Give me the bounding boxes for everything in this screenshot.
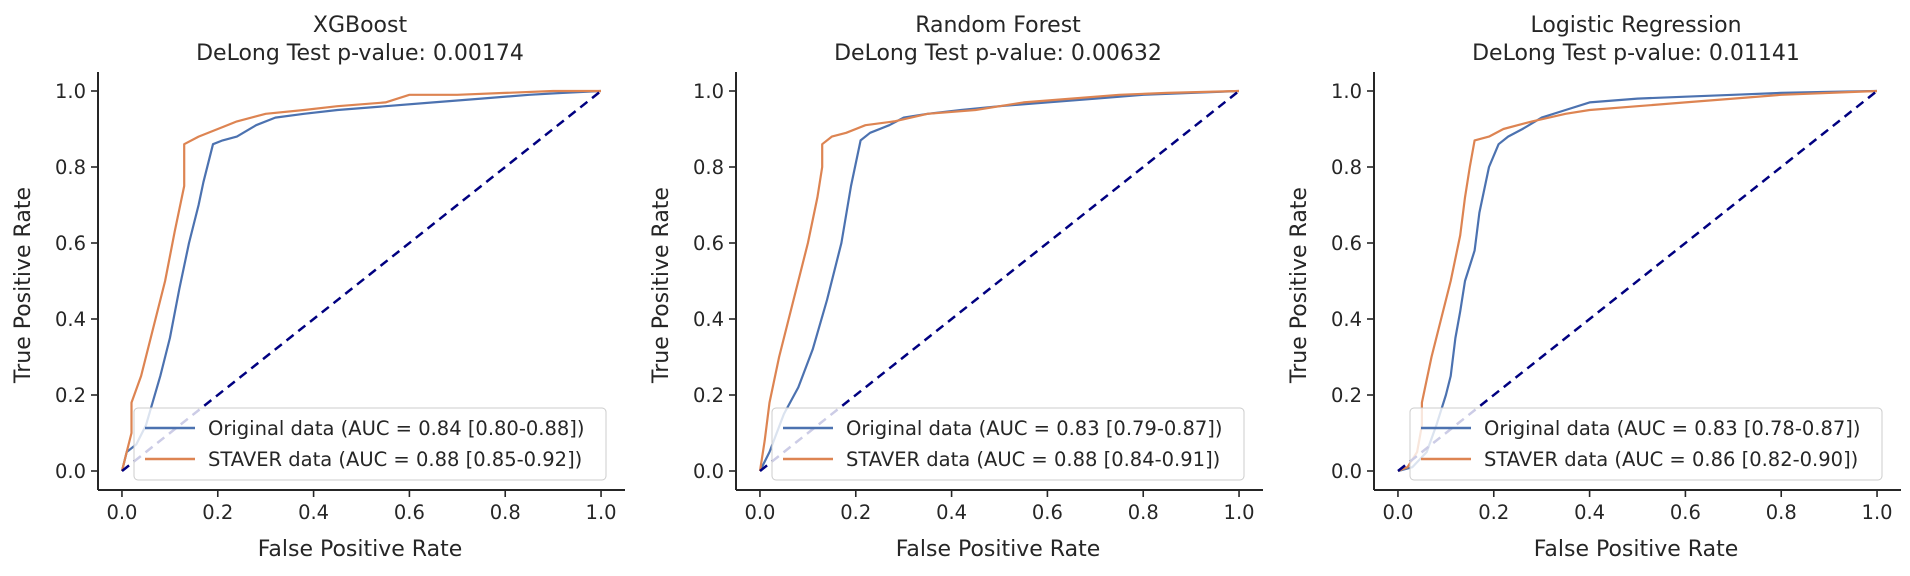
x-tick-label: 0.4 [1574,501,1605,524]
x-axis-label: False Positive Rate [1534,537,1738,562]
chance-diagonal-line [759,90,1240,472]
x-tick-label: 0.8 [1128,501,1159,524]
x-tick-label: 0.4 [936,501,967,524]
chart-title: Logistic Regression [1530,13,1741,38]
x-tick-label: 0.0 [744,501,775,524]
roc-curve-staver [120,89,601,472]
x-tick-label: 0.0 [1382,501,1413,524]
chart-panel-logistic-regression: Logistic Regression DeLong Test p-value:… [1287,13,1901,562]
y-tick-label: 0.6 [1331,232,1362,255]
chart-legend: Original data (AUC = 0.84 [0.80-0.88]) S… [133,407,607,481]
chart-subtitle: DeLong Test p-value: 0.00174 [196,41,524,66]
plot-layer: 0.0 0.2 0.4 0.6 0.8 1.0 0.0 0.2 0.4 0.6 0.8 1.0 [1331,72,1901,524]
x-tick-label: 0.6 [1670,501,1701,524]
x-tick-label: 0.8 [1766,501,1797,524]
y-tick-label: 0.8 [55,156,86,179]
y-tick-label: 0.2 [55,384,86,407]
x-tick-label: 0.6 [1032,501,1063,524]
y-tick-label: 0.6 [55,232,86,255]
legend-frame [1409,407,1883,481]
roc-curve-original [120,89,602,472]
y-tick-label: 0.8 [693,156,724,179]
plot-layer: 0.0 0.2 0.4 0.6 0.8 1.0 0.0 0.2 0.4 0.6 0.8 1.0 [693,72,1263,524]
legend-label-original: Original data (AUC = 0.83 [0.78-0.87]) [1484,417,1861,440]
legend-label-original: Original data (AUC = 0.83 [0.79-0.87]) [846,417,1223,440]
roc-curve-original [759,89,1240,472]
legend-label-staver: STAVER data (AUC = 0.86 [0.82-0.90]) [1484,448,1858,471]
legend-frame [133,407,607,481]
chart-title: XGBoost [313,13,408,38]
chance-diagonal-line [1397,90,1878,472]
roc-curve-original [1397,89,1878,473]
legend-label-staver: STAVER data (AUC = 0.88 [0.85-0.92]) [208,448,582,471]
y-axis-label: True Positive Rate [1287,187,1312,384]
y-tick-label: 0.4 [693,308,724,331]
x-axis-label: False Positive Rate [258,537,462,562]
chart-legend: Original data (AUC = 0.83 [0.78-0.87]) S… [1409,407,1883,481]
x-tick-label: 0.2 [1478,501,1509,524]
x-axis-label: False Positive Rate [896,537,1100,562]
x-tick-label: 0.4 [298,501,329,524]
plot-layer: 0.0 0.2 0.4 0.6 0.8 1.0 0.0 0.2 0.4 0.6 0.8 1.0 [55,72,625,524]
y-tick-label: 1.0 [55,80,86,103]
y-tick-label: 1.0 [693,80,724,103]
y-tick-label: 0.8 [1331,156,1362,179]
y-tick-label: 0.0 [693,460,724,483]
y-tick-label: 0.2 [693,384,724,407]
y-tick-label: 0.4 [1331,308,1362,331]
x-tick-label: 0.0 [106,501,137,524]
x-tick-label: 0.8 [490,501,521,524]
chart-subtitle: DeLong Test p-value: 0.00632 [834,41,1162,66]
x-tick-label: 1.0 [1224,501,1255,524]
chart-title: Random Forest [915,13,1081,38]
y-axis-label: True Positive Rate [11,187,36,384]
legend-label-staver: STAVER data (AUC = 0.88 [0.84-0.91]) [846,448,1220,471]
y-tick-label: 0.4 [55,308,86,331]
y-tick-label: 0.2 [1331,384,1362,407]
x-tick-label: 1.0 [1862,501,1893,524]
roc-curve-staver [758,89,1240,472]
x-tick-label: 0.2 [840,501,871,524]
x-tick-label: 0.6 [394,501,425,524]
legend-frame [771,407,1245,481]
y-axis-label: True Positive Rate [649,187,674,384]
y-tick-label: 0.0 [55,460,86,483]
legend-label-original: Original data (AUC = 0.84 [0.80-0.88]) [208,417,585,440]
y-tick-label: 0.0 [1331,460,1362,483]
chart-subtitle: DeLong Test p-value: 0.01141 [1472,41,1800,66]
y-tick-label: 1.0 [1331,80,1362,103]
chart-panel-xgboost: XGBoost DeLong Test p-value: 0.00174 0.0… [11,13,625,562]
chart-panel-random-forest: Random Forest DeLong Test p-value: 0.006… [649,13,1263,562]
x-tick-label: 0.2 [202,501,233,524]
y-tick-label: 0.6 [693,232,724,255]
x-tick-label: 1.0 [586,501,617,524]
chance-diagonal-line [121,90,602,472]
chart-legend: Original data (AUC = 0.83 [0.79-0.87]) S… [771,407,1245,481]
